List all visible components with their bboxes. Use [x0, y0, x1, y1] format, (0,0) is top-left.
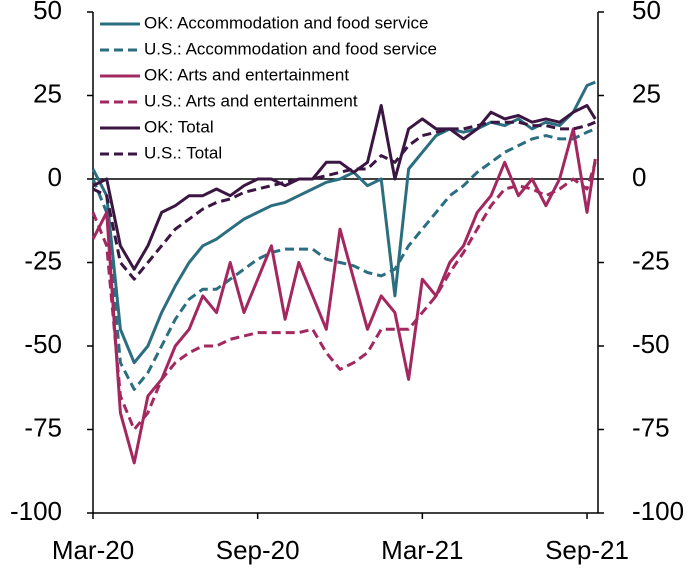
legend-label: U.S.: Arts and entertainment — [144, 91, 358, 110]
series-line — [91, 80, 596, 365]
series-line — [92, 120, 596, 281]
x-tick-label: Sep-20 — [216, 535, 300, 565]
legend-label: OK: Accommodation and food service — [144, 13, 428, 32]
y2-tick-label: -100 — [632, 496, 684, 526]
legend-label: OK: Arts and entertainment — [144, 65, 349, 84]
y2-tick-label: -50 — [632, 329, 670, 359]
x-tick-label: Sep-21 — [545, 535, 629, 565]
y2-tick-label: -75 — [632, 412, 670, 442]
x-tick-label: Mar-20 — [52, 535, 134, 565]
y-tick-label: -100 — [10, 496, 62, 526]
y2-tick-label: 0 — [632, 162, 646, 192]
y2-tick-label: 50 — [632, 0, 661, 25]
series-line — [91, 127, 597, 465]
y-tick-label: 50 — [33, 0, 62, 25]
y-tick-label: 25 — [33, 78, 62, 108]
y-tick-label: 0 — [48, 162, 62, 192]
legend-label: OK: Total — [144, 117, 214, 136]
y2-tick-label: -25 — [632, 245, 670, 275]
y-tick-label: -25 — [24, 245, 62, 275]
legend-label: U.S.: Accommodation and food service — [144, 39, 437, 58]
y-tick-label: -75 — [24, 412, 62, 442]
series-line — [92, 104, 597, 271]
series-line — [91, 161, 597, 431]
series-line — [91, 127, 596, 391]
x-tick-label: Mar-21 — [381, 535, 463, 565]
legend-label: U.S.: Total — [144, 143, 222, 162]
y-tick-label: -50 — [24, 329, 62, 359]
y2-tick-label: 25 — [632, 78, 661, 108]
